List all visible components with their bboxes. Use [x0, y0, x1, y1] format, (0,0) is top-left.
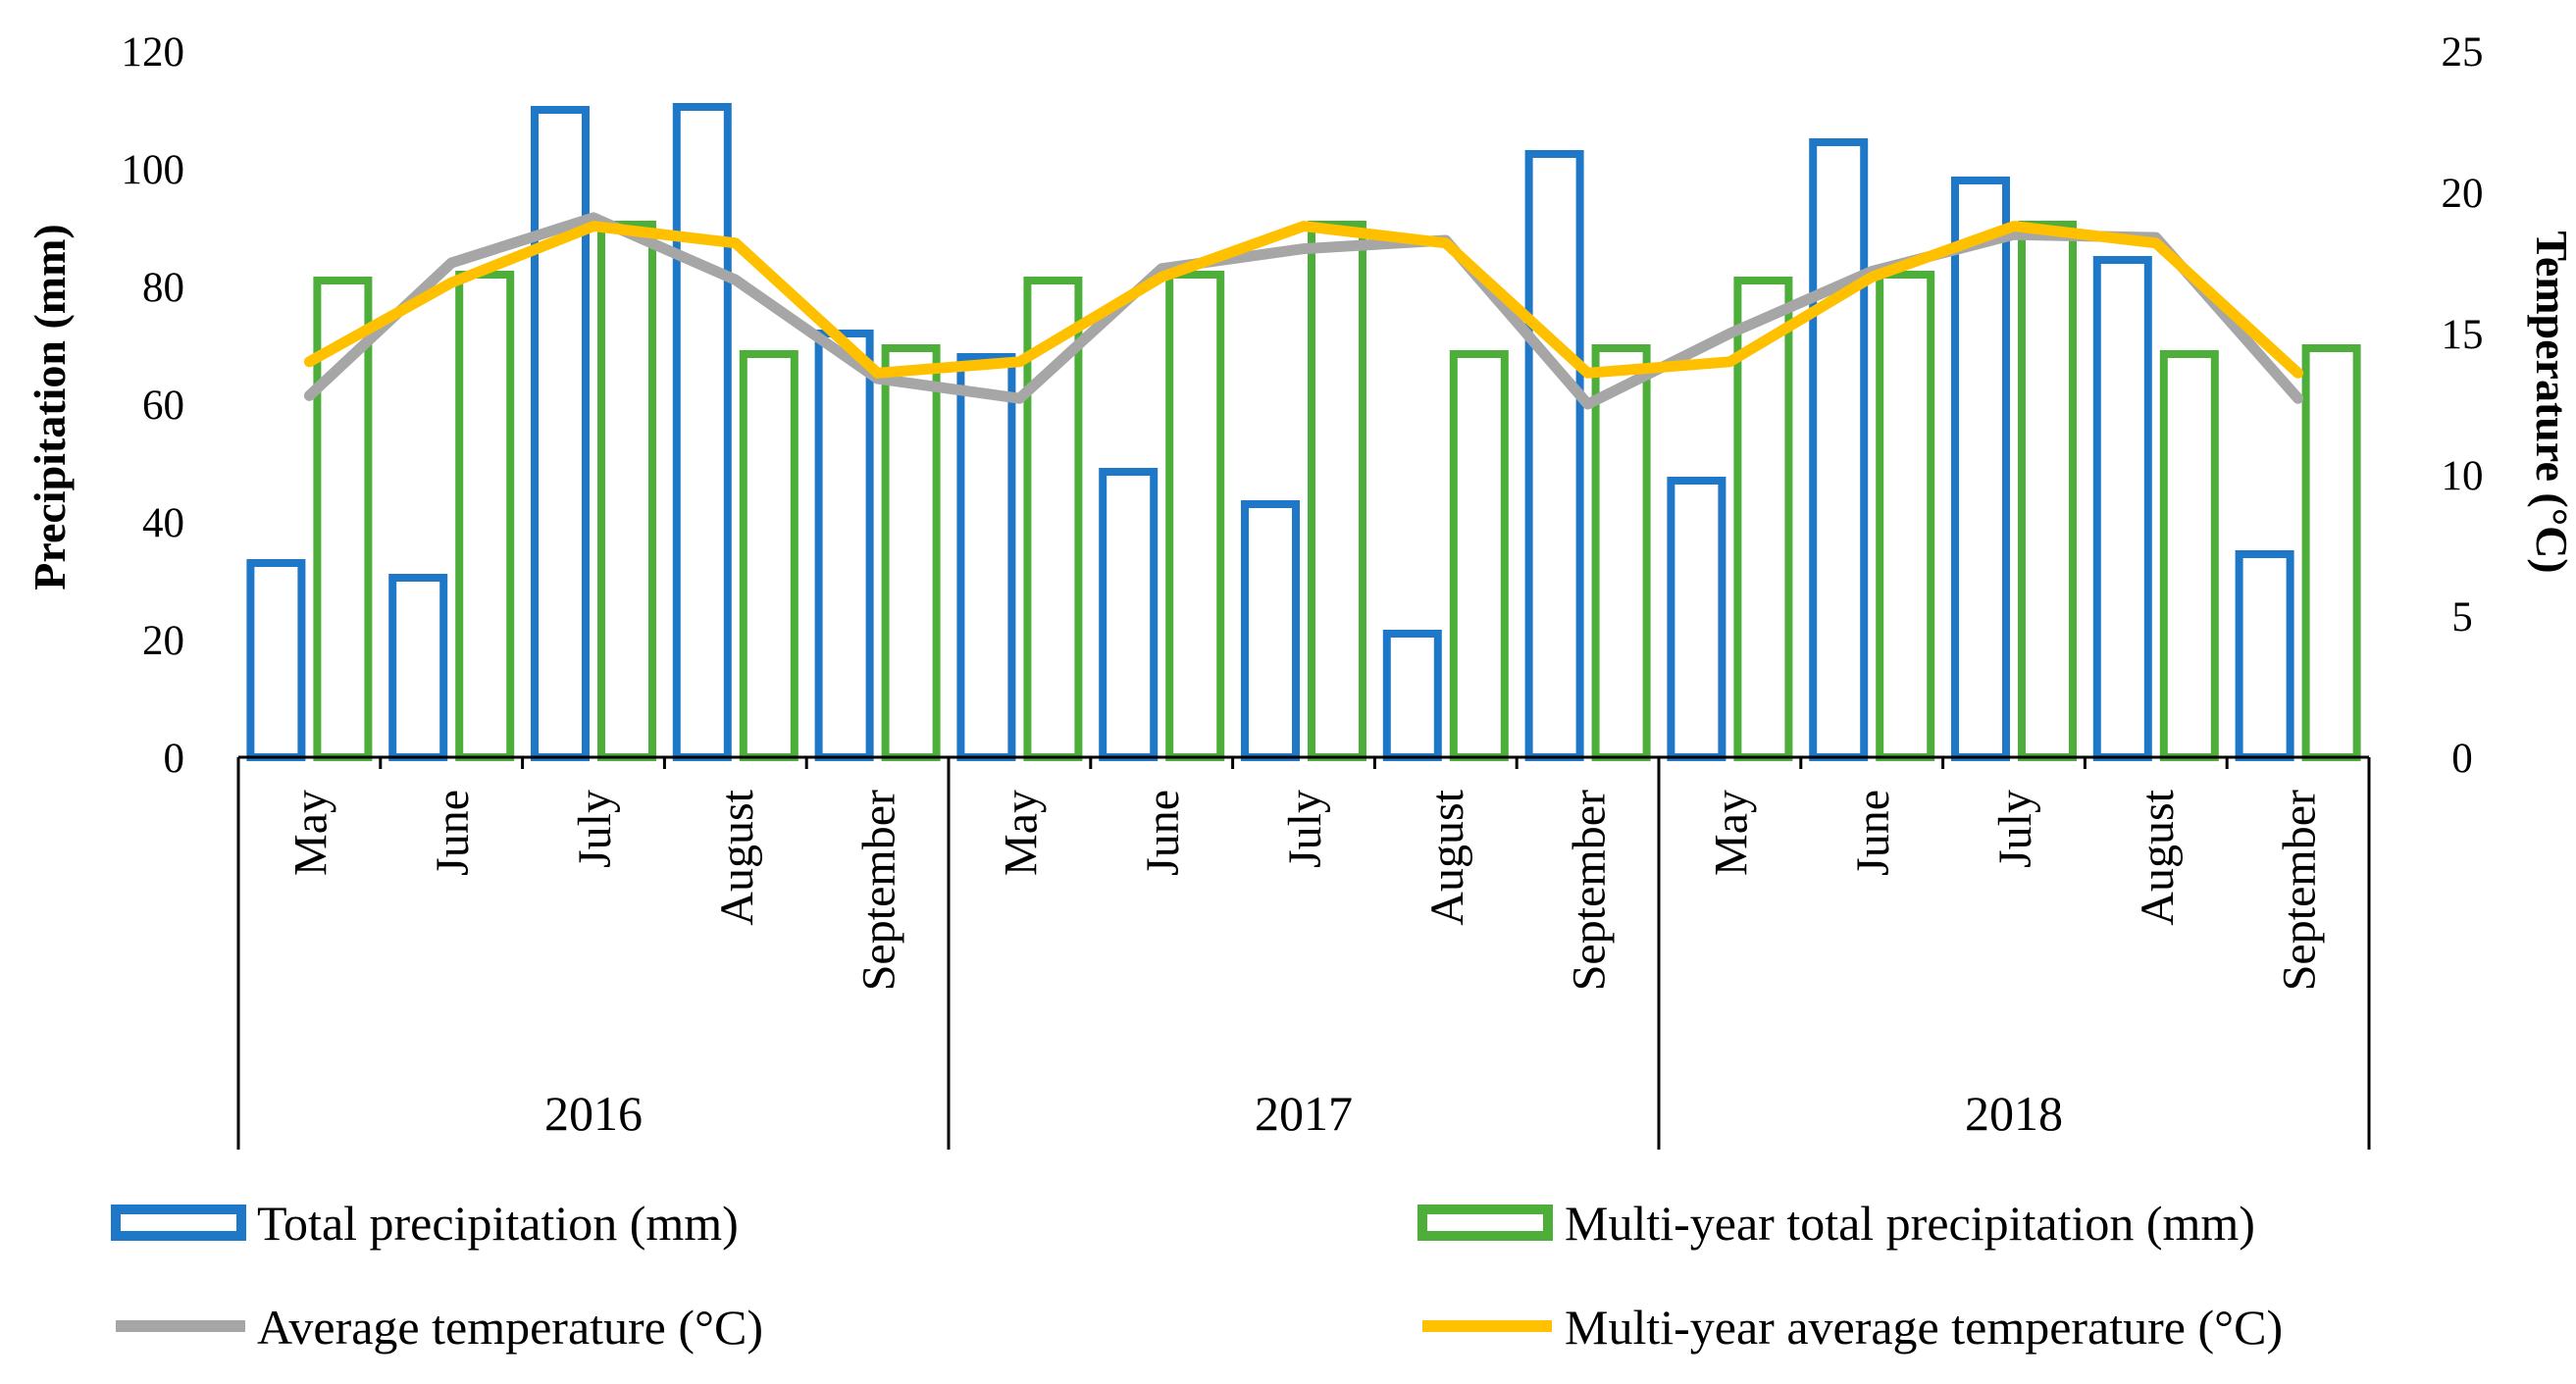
bar-multi-year-precipitation-1 — [455, 271, 515, 761]
bar-multi-year-precipitation-3 — [739, 350, 799, 761]
x-tick-label-month: July — [1279, 790, 1331, 868]
legend-label-multi-year-precipitation: Multi-year total precipitation (mm) — [1565, 1196, 2255, 1251]
bar-total-precipitation-11 — [1809, 138, 1869, 761]
x-tick-label-month: August — [711, 789, 763, 925]
y-left-tick-label: 80 — [142, 265, 184, 311]
bar-total-precipitation-4 — [814, 330, 874, 761]
x-tick-label-month: July — [1989, 790, 2041, 868]
x-tick-label-month: September — [1564, 790, 1616, 991]
left-axis-ticks: 0 20 40 60 80 100 120 — [122, 29, 185, 782]
y-left-tick-label: 0 — [164, 736, 185, 782]
legend-label-average-temperature: Average temperature (°C) — [257, 1300, 763, 1355]
x-tick-label-month: May — [1705, 790, 1757, 876]
bar-multi-year-precipitation-8 — [1449, 350, 1509, 761]
x-tick-label-month: September — [853, 790, 905, 991]
category-labels: May June July August September May June July Aug… — [284, 789, 2325, 991]
bar-multi-year-precipitation-9 — [1591, 344, 1651, 761]
y-right-tick-label: 0 — [2451, 736, 2473, 782]
x-tick-label-month: June — [1847, 790, 1899, 876]
lines-layer — [303, 212, 2304, 410]
legend-item-average-temperature: Average temperature (°C) — [116, 1300, 763, 1355]
y-axis-right-title: Temperature (°C) — [2527, 231, 2576, 573]
bar-total-precipitation-14 — [2235, 550, 2294, 761]
legend-item-multi-year-temperature: Multi-year average temperature (°C) — [1422, 1300, 2283, 1355]
y-right-tick-label: 20 — [2442, 171, 2484, 217]
bar-total-precipitation-0 — [246, 559, 306, 761]
y-left-tick-label: 20 — [142, 618, 184, 664]
bar-total-precipitation-8 — [1382, 630, 1442, 761]
x-tick-label-month: June — [1137, 790, 1189, 876]
bars-layer — [246, 103, 2361, 761]
bar-total-precipitation-2 — [531, 106, 590, 761]
bar-multi-year-precipitation-11 — [1876, 271, 1935, 761]
bar-multi-year-precipitation-2 — [597, 221, 656, 761]
x-tick-label-month: June — [427, 790, 479, 876]
y-left-tick-label: 120 — [122, 29, 185, 76]
y-left-tick-label: 100 — [122, 147, 185, 193]
x-tick-label-month: August — [2132, 789, 2184, 925]
x-tick-label-month: May — [284, 790, 336, 876]
axes-layer — [236, 755, 2371, 1150]
bar-total-precipitation-12 — [1951, 177, 2010, 761]
bar-total-precipitation-3 — [672, 103, 732, 761]
bar-total-precipitation-7 — [1241, 500, 1300, 761]
bar-total-precipitation-13 — [2092, 256, 2152, 761]
y-left-tick-label: 60 — [142, 383, 184, 429]
bar-total-precipitation-10 — [1667, 477, 1726, 761]
bar-total-precipitation-9 — [1524, 150, 1584, 761]
legend-label-multi-year-temperature: Multi-year average temperature (°C) — [1565, 1300, 2283, 1355]
x-tick-label-month: May — [995, 790, 1047, 876]
x-tick-label-month: August — [1421, 789, 1473, 925]
x-tick-label-month: September — [2274, 790, 2326, 991]
bar-total-precipitation-6 — [1099, 468, 1159, 761]
bar-multi-year-precipitation-12 — [2018, 221, 2077, 761]
bar-multi-year-precipitation-13 — [2159, 350, 2219, 761]
bar-multi-year-precipitation-14 — [2301, 344, 2361, 761]
y-axis-left-title: Precipitation (mm) — [25, 224, 75, 589]
y-left-tick-label: 40 — [142, 500, 184, 546]
bar-multi-year-precipitation-4 — [881, 344, 941, 761]
y-right-tick-label: 15 — [2442, 312, 2484, 358]
bar-multi-year-precipitation-6 — [1165, 271, 1225, 761]
line-average-temperature — [303, 212, 2304, 410]
year-labels: 2016 2017 2018 — [544, 1086, 2063, 1141]
line-multi-year-temperature — [303, 221, 2304, 379]
legend-swatch-multi-year-precipitation — [1417, 1205, 1553, 1241]
legend-swatch-total-precipitation — [111, 1205, 246, 1241]
x-group-label-year: 2016 — [544, 1086, 643, 1141]
bar-total-precipitation-1 — [388, 574, 448, 761]
x-tick-label-month: July — [569, 790, 621, 868]
x-group-label-year: 2017 — [1255, 1086, 1353, 1141]
y-right-tick-label: 5 — [2451, 594, 2473, 641]
legend-item-total-precipitation: Total precipitation (mm) — [111, 1196, 739, 1251]
y-right-tick-label: 25 — [2442, 29, 2484, 76]
legend: Total precipitation (mm) Multi-year tota… — [111, 1196, 2283, 1355]
bar-multi-year-precipitation-7 — [1308, 221, 1366, 761]
legend-label-total-precipitation: Total precipitation (mm) — [257, 1196, 739, 1251]
bar-total-precipitation-5 — [956, 353, 1016, 761]
legend-item-multi-year-precipitation: Multi-year total precipitation (mm) — [1417, 1196, 2255, 1251]
x-group-label-year: 2018 — [1965, 1086, 2063, 1141]
y-right-tick-label: 10 — [2442, 453, 2484, 499]
right-axis-ticks: 0 5 10 15 20 25 — [2442, 29, 2484, 782]
